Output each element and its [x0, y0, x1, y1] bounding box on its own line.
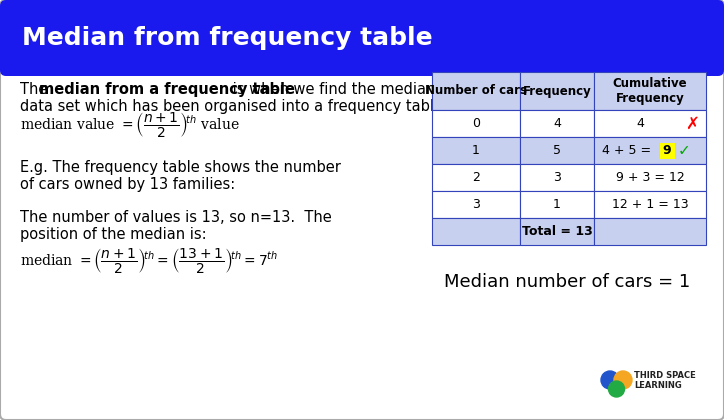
Bar	[594, 137, 706, 164]
Bar	[520, 191, 594, 218]
Text: Number of cars: Number of cars	[425, 84, 527, 97]
Text: is when we find the median average from a: is when we find the median average from …	[228, 82, 552, 97]
Text: median value $= \left(\dfrac{n+1}{2}\right)^{\!\mathit{th}}$ value: median value $= \left(\dfrac{n+1}{2}\rig…	[20, 110, 240, 139]
Bar	[520, 137, 594, 164]
Text: ✗: ✗	[685, 115, 699, 132]
Text: of cars owned by 13 families:: of cars owned by 13 families:	[20, 177, 235, 192]
Text: data set which has been organised into a frequency table.: data set which has been organised into a…	[20, 99, 447, 114]
Text: E.g. The frequency table shows the number: E.g. The frequency table shows the numbe…	[20, 160, 341, 175]
Text: Median from frequency table: Median from frequency table	[22, 26, 433, 50]
Bar	[432, 137, 520, 164]
Bar	[432, 164, 520, 191]
Bar	[520, 72, 594, 110]
Bar	[6, 38, 718, 70]
FancyBboxPatch shape	[0, 0, 724, 76]
Bar	[594, 72, 706, 110]
Bar	[432, 110, 520, 137]
Text: 5: 5	[553, 144, 561, 157]
Text: 4: 4	[553, 117, 561, 130]
Text: Median number of cars = 1: Median number of cars = 1	[444, 273, 690, 291]
Text: median $= \left(\dfrac{n+1}{2}\right)^{\!\mathit{th}} = \left(\dfrac{13+1}{2}\ri: median $= \left(\dfrac{n+1}{2}\right)^{\…	[20, 246, 278, 275]
Text: 4: 4	[636, 117, 644, 130]
Text: position of the median is:: position of the median is:	[20, 227, 206, 242]
Bar	[432, 218, 520, 245]
FancyBboxPatch shape	[660, 142, 675, 158]
Text: 1: 1	[553, 198, 561, 211]
Text: THIRD SPACE: THIRD SPACE	[634, 370, 696, 380]
Text: 2: 2	[472, 171, 480, 184]
Text: ✓: ✓	[678, 143, 691, 158]
Bar	[520, 164, 594, 191]
Bar	[520, 110, 594, 137]
Text: 1: 1	[472, 144, 480, 157]
Circle shape	[601, 371, 619, 389]
Bar	[520, 218, 594, 245]
Text: Cumulative
Frequency: Cumulative Frequency	[613, 77, 687, 105]
Text: Frequency: Frequency	[523, 84, 592, 97]
Text: 3: 3	[472, 198, 480, 211]
Text: 9: 9	[662, 144, 671, 157]
Text: The number of values is 13, so n=13.  The: The number of values is 13, so n=13. The	[20, 210, 332, 225]
Bar	[594, 164, 706, 191]
Bar	[432, 72, 520, 110]
Text: LEARNING: LEARNING	[634, 381, 682, 389]
Bar	[594, 191, 706, 218]
Bar	[594, 110, 706, 137]
Circle shape	[614, 371, 632, 389]
Text: 9 + 3 = 12: 9 + 3 = 12	[615, 171, 684, 184]
Text: median from a frequency table: median from a frequency table	[39, 82, 295, 97]
Text: 0: 0	[472, 117, 480, 130]
Text: 3: 3	[553, 171, 561, 184]
Text: The: The	[20, 82, 52, 97]
Text: 4 + 5 =: 4 + 5 =	[602, 144, 655, 157]
Bar	[432, 191, 520, 218]
Circle shape	[608, 381, 625, 397]
Text: Total = 13: Total = 13	[521, 225, 592, 238]
Text: 12 + 1 = 13: 12 + 1 = 13	[612, 198, 689, 211]
Bar	[594, 218, 706, 245]
